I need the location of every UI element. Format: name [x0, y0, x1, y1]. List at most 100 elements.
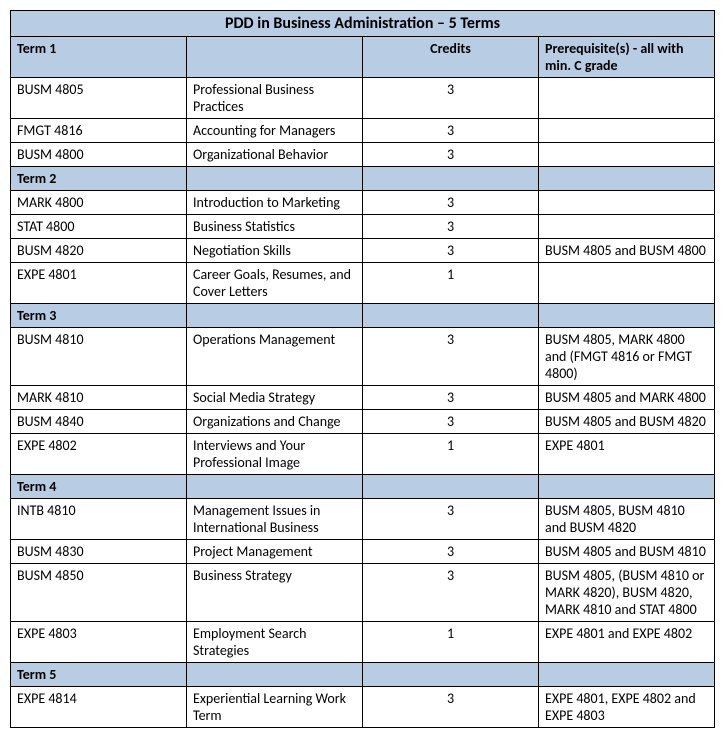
- course-name: Career Goals, Resumes, and Cover Letters: [187, 263, 363, 304]
- term-blank: [187, 304, 363, 328]
- course-code: BUSM 4800: [11, 143, 187, 167]
- course-code: BUSM 4840: [11, 410, 187, 434]
- table-row: EXPE 4803Employment Search Strategies1EX…: [11, 622, 715, 663]
- course-code: MARK 4810: [11, 386, 187, 410]
- col-header-term: Term 1: [11, 37, 187, 78]
- term-blank: [187, 475, 363, 499]
- table-row: FMGT 4816Accounting for Managers3: [11, 119, 715, 143]
- table-row: BUSM 4840Organizations and Change3BUSM 4…: [11, 410, 715, 434]
- course-name: Management Issues in International Busin…: [187, 499, 363, 540]
- course-prereq: [539, 119, 715, 143]
- course-code: INTB 4810: [11, 499, 187, 540]
- course-prereq: EXPE 4801: [539, 434, 715, 475]
- course-name: Negotiation Skills: [187, 239, 363, 263]
- course-name: Employment Search Strategies: [187, 622, 363, 663]
- course-credits: 3: [363, 540, 539, 564]
- course-prereq: [539, 143, 715, 167]
- term-label: Term 4: [11, 475, 187, 499]
- course-prereq: BUSM 4805 and BUSM 4810: [539, 540, 715, 564]
- course-name: Experiential Learning Work Term: [187, 687, 363, 728]
- course-name: Professional Business Practices: [187, 78, 363, 119]
- course-prereq: EXPE 4801 and EXPE 4802: [539, 622, 715, 663]
- course-credits: 3: [363, 564, 539, 622]
- course-code: STAT 4800: [11, 215, 187, 239]
- course-credits: 1: [363, 434, 539, 475]
- col-header-credits: Credits: [363, 37, 539, 78]
- course-credits: 3: [363, 191, 539, 215]
- term-blank: [363, 304, 539, 328]
- course-name: Organizations and Change: [187, 410, 363, 434]
- course-credits: 3: [363, 499, 539, 540]
- course-code: EXPE 4802: [11, 434, 187, 475]
- course-code: BUSM 4810: [11, 328, 187, 386]
- col-header-prereq: Prerequisite(s) - all with min. C grade: [539, 37, 715, 78]
- course-code: MARK 4800: [11, 191, 187, 215]
- table-row: BUSM 4830Project Management3BUSM 4805 an…: [11, 540, 715, 564]
- table-row: MARK 4810Social Media Strategy3BUSM 4805…: [11, 386, 715, 410]
- course-credits: 1: [363, 263, 539, 304]
- table-row: BUSM 4820Negotiation Skills3BUSM 4805 an…: [11, 239, 715, 263]
- term-label: Term 3: [11, 304, 187, 328]
- course-credits: 3: [363, 687, 539, 728]
- table-row: EXPE 4801Career Goals, Resumes, and Cove…: [11, 263, 715, 304]
- table-row: BUSM 4805Professional Business Practices…: [11, 78, 715, 119]
- col-header-name: [187, 37, 363, 78]
- course-code: FMGT 4816: [11, 119, 187, 143]
- course-code: BUSM 4805: [11, 78, 187, 119]
- term-blank: [539, 663, 715, 687]
- course-prereq: BUSM 4805, (BUSM 4810 or MARK 4820), BUS…: [539, 564, 715, 622]
- table-row: BUSM 4850Business Strategy3BUSM 4805, (B…: [11, 564, 715, 622]
- course-credits: 3: [363, 143, 539, 167]
- course-code: BUSM 4830: [11, 540, 187, 564]
- table-title: PDD in Business Administration – 5 Terms: [11, 11, 715, 37]
- term-label: Term 5: [11, 663, 187, 687]
- course-code: EXPE 4803: [11, 622, 187, 663]
- course-code: BUSM 4850: [11, 564, 187, 622]
- term-blank: [539, 304, 715, 328]
- course-prereq: [539, 78, 715, 119]
- course-name: Operations Management: [187, 328, 363, 386]
- course-prereq: [539, 191, 715, 215]
- course-code: EXPE 4814: [11, 687, 187, 728]
- table-row: EXPE 4802Interviews and Your Professiona…: [11, 434, 715, 475]
- course-prereq: [539, 263, 715, 304]
- course-credits: 3: [363, 119, 539, 143]
- table-row: BUSM 4810Operations Management3BUSM 4805…: [11, 328, 715, 386]
- term-blank: [363, 167, 539, 191]
- course-prereq: BUSM 4805 and BUSM 4820: [539, 410, 715, 434]
- course-prereq: [539, 215, 715, 239]
- course-prereq: BUSM 4805, MARK 4800 and (FMGT 4816 or F…: [539, 328, 715, 386]
- term-blank: [539, 167, 715, 191]
- course-credits: 3: [363, 239, 539, 263]
- course-credits: 3: [363, 386, 539, 410]
- course-prereq: EXPE 4801, EXPE 4802 and EXPE 4803: [539, 687, 715, 728]
- course-name: Introduction to Marketing: [187, 191, 363, 215]
- term-blank: [187, 663, 363, 687]
- course-credits: 1: [363, 622, 539, 663]
- course-name: Interviews and Your Professional Image: [187, 434, 363, 475]
- table-row: BUSM 4800Organizational Behavior3: [11, 143, 715, 167]
- table-row: STAT 4800Business Statistics3: [11, 215, 715, 239]
- course-credits: 3: [363, 215, 539, 239]
- program-table: PDD in Business Administration – 5 Terms…: [10, 10, 715, 728]
- course-name: Business Strategy: [187, 564, 363, 622]
- course-credits: 3: [363, 328, 539, 386]
- term-blank: [187, 167, 363, 191]
- course-name: Accounting for Managers: [187, 119, 363, 143]
- course-code: BUSM 4820: [11, 239, 187, 263]
- course-name: Organizational Behavior: [187, 143, 363, 167]
- course-credits: 3: [363, 410, 539, 434]
- term-label: Term 2: [11, 167, 187, 191]
- course-prereq: BUSM 4805, BUSM 4810 and BUSM 4820: [539, 499, 715, 540]
- term-blank: [539, 475, 715, 499]
- course-credits: 3: [363, 78, 539, 119]
- term-blank: [363, 475, 539, 499]
- course-name: Social Media Strategy: [187, 386, 363, 410]
- course-name: Business Statistics: [187, 215, 363, 239]
- table-row: EXPE 4814Experiential Learning Work Term…: [11, 687, 715, 728]
- course-prereq: BUSM 4805 and MARK 4800: [539, 386, 715, 410]
- course-name: Project Management: [187, 540, 363, 564]
- course-code: EXPE 4801: [11, 263, 187, 304]
- table-row: INTB 4810Management Issues in Internatio…: [11, 499, 715, 540]
- term-blank: [363, 663, 539, 687]
